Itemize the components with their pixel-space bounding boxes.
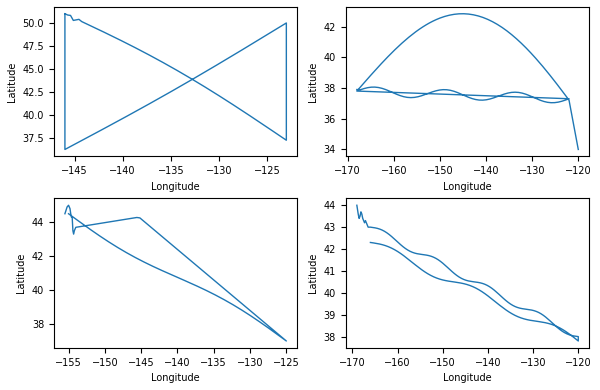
Y-axis label: Latitude: Latitude [308, 253, 318, 293]
Y-axis label: Latitude: Latitude [16, 253, 26, 293]
X-axis label: Longitude: Longitude [151, 373, 200, 383]
X-axis label: Longitude: Longitude [443, 181, 492, 191]
Y-axis label: Latitude: Latitude [308, 61, 318, 102]
X-axis label: Longitude: Longitude [151, 181, 200, 191]
Y-axis label: Latitude: Latitude [7, 61, 17, 102]
X-axis label: Longitude: Longitude [443, 373, 492, 383]
